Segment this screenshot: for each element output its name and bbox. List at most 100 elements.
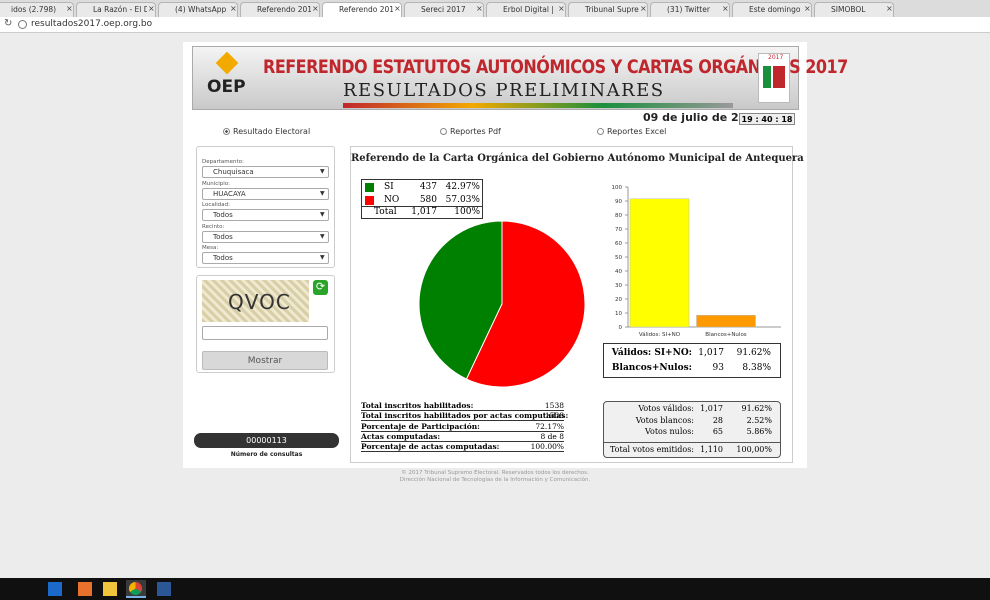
dropdown-arrow: ▼ [320,189,325,197]
counter: 00000113 [194,433,339,448]
bar [696,315,756,328]
tab-bar: idos (2.798)×La Razón - El Dia×(4) Whats… [0,0,990,17]
bar [629,198,690,328]
votes-percent: 2.52% [746,415,772,425]
captcha-panel: QVOC ⟳ Mostrar [196,275,335,373]
refresh-captcha[interactable]: ⟳ [313,280,328,295]
votes-label: Votos válidos: [638,404,694,413]
tab-title: La Razón - El Dia [93,5,147,14]
tab-title: Sereci 2017 [421,5,466,14]
radio[interactable] [597,128,604,135]
tab-close[interactable]: × [230,4,237,13]
tab-close[interactable]: × [148,4,155,13]
pie-slice [418,220,503,380]
legend-swatch [365,195,374,205]
tab-close[interactable]: × [558,4,565,13]
taskbar-app[interactable] [157,582,171,596]
filter-select[interactable]: Todos ▼ [202,230,329,243]
footer-line: Dirección Nacional de Tecnologías de la … [399,477,591,483]
radio[interactable] [440,128,447,135]
summary-table: Válidos: SI+NO: 1,017 91.62% Blancos+Nulos:… [603,343,781,378]
legend-total-votes: 1,017 [411,207,437,217]
filter-value: Todos [213,211,233,219]
tab-close[interactable]: × [394,4,401,13]
browser-tab[interactable]: SIMOBOL × [814,2,894,17]
address-bar: ↻ resultados2017.oep.org.bo [0,17,990,33]
report-options: Resultado Electoral Reportes Pdf Reportes … [183,126,807,140]
browser-tab[interactable]: Este domingo 12× [732,2,812,17]
filter-label: Recinto: [202,223,225,230]
tab-close[interactable]: × [640,4,647,13]
radio-label[interactable]: Resultado Electoral [233,127,311,136]
logo-text: OEP [207,77,246,97]
charts: 0 10 20 30 40 50 60 70 80 90 100 Válidos: SI+NO Blan… [418,185,781,388]
x-tick-label: Blancos+Nulos [705,332,747,338]
tab-close[interactable]: × [886,4,893,13]
tab-close[interactable]: × [312,4,319,13]
panel-title: Referendo de la Carta Orgánica del Gobie… [351,153,804,164]
banner-title: REFERENDO ESTATUTOS AUTONÓMICOS Y CARTAS… [263,55,848,78]
taskbar-app-active[interactable] [126,580,146,598]
emblem-green [763,66,771,88]
filter-select[interactable]: Chuquisaca ▼ [202,166,329,178]
show-button[interactable]: Mostrar [202,351,328,370]
radio-label[interactable]: Reportes Excel [607,127,667,136]
tab-close[interactable]: × [66,4,73,13]
stat-rule [361,440,564,442]
tab-close[interactable]: × [722,4,729,13]
legend-rule [362,206,482,207]
y-tick-label: 50 [615,255,622,261]
browser-tab[interactable]: Erbol Digital | La× [486,2,566,17]
legend-label: NO [384,194,400,205]
votes-count: 1,017 [700,404,723,413]
filter-select[interactable]: HUACAYA ▼ [202,187,329,200]
browser-icon [129,582,142,595]
taskbar-app[interactable] [103,582,117,596]
votes-table: Votos válidos: 1,017 91.62% Votos blancos: 2… [603,401,781,458]
emblem: 2017 [758,53,790,103]
browser-tab[interactable]: idos (2.798) × [0,2,74,17]
tab-title: Erbol Digital | La [503,5,557,14]
captcha-code: QVOC [228,290,291,314]
tab-close[interactable]: × [476,4,483,13]
radio-label[interactable]: Reportes Pdf [450,127,501,136]
summary-percent: 8.38% [742,363,771,373]
dropdown-arrow: ▼ [320,168,325,175]
tab-title: (31) Twitter [667,5,710,14]
summary-votes: 93 [712,363,724,373]
taskbar-app[interactable] [48,582,62,596]
url[interactable]: resultados2017.oep.org.bo [31,19,153,29]
captcha-input[interactable] [202,326,328,340]
filter-select[interactable]: Todos ▼ [202,252,329,264]
reload-icon[interactable]: ↻ [4,18,13,29]
browser-tab[interactable]: Sereci 2017 × [404,2,484,17]
legend-total-percent: 100% [454,207,480,217]
stat-rule [361,410,564,411]
filter-select[interactable]: Todos ▼ [202,209,329,221]
tab-title: Referendo 2017 [339,5,393,14]
tab-close[interactable]: × [804,4,811,13]
browser-tab[interactable]: (31) Twitter × [650,2,730,17]
dropdown-arrow: ▼ [320,211,325,218]
browser-tab[interactable]: Tribunal Supremo× [568,2,648,17]
page-card: OEP REFERENDO ESTATUTOS AUTONÓMICOS Y CA… [183,42,848,468]
stat-label: Porcentaje de Participación: [361,421,480,431]
stat-rule [361,451,564,453]
filter-value: Todos [213,254,233,262]
votes-label: Total votos emitidos: [609,445,694,454]
browser-tab[interactable]: Referendo 2017 × [322,2,402,17]
browser-tab[interactable]: Referendo 2017 × [240,2,320,17]
votes-rule [604,442,780,443]
browser-tab[interactable]: La Razón - El Dia× [76,2,156,17]
votes-count: 28 [712,415,723,425]
tab-title: Tribunal Supremo [585,5,639,14]
dropdown-arrow: ▼ [320,232,325,240]
browser-tab[interactable]: (4) WhatsApp × [158,2,238,17]
summary-label: Válidos: SI+NO: [611,348,692,358]
y-tick-label: 30 [615,283,622,289]
info-icon[interactable] [18,20,27,29]
radio[interactable] [223,128,230,135]
x-tick-label: Válidos: SI+NO [639,331,681,338]
taskbar-app[interactable] [78,582,92,596]
stat-label: Total inscritos habilitados: [361,401,474,410]
